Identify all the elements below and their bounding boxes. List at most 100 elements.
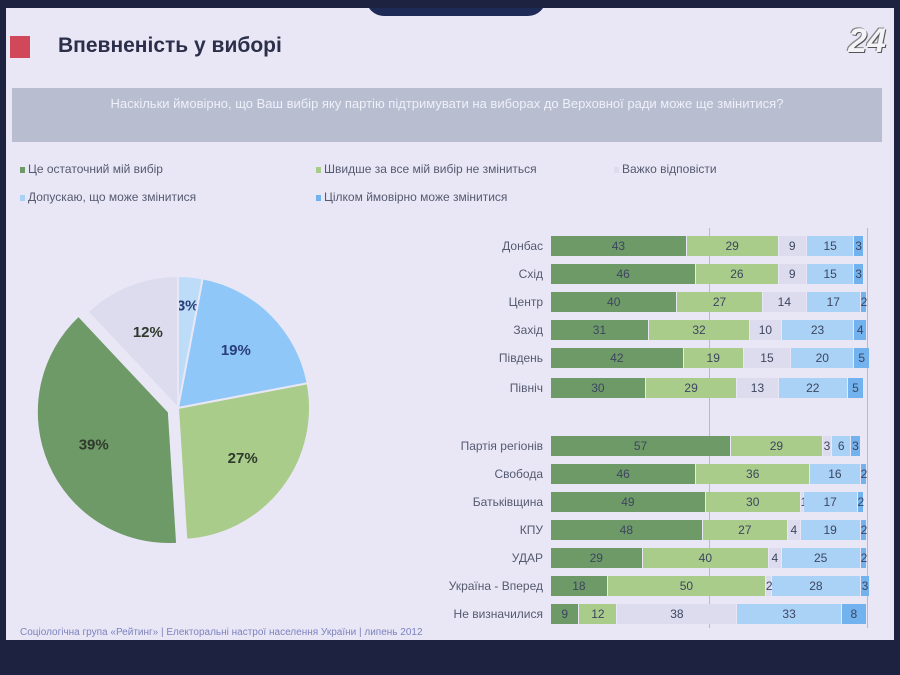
bar-segment: 40 [551,292,677,312]
bar-category-label: УДАР [511,551,543,565]
bar-segment: 9 [778,236,806,256]
bar-category-label: Південь [498,351,543,365]
bar-segment: 32 [648,320,750,340]
bar-category-label: Схід [518,267,543,281]
bar-segment: 48 [551,520,702,540]
legend-label: Швидше за все мій вибір не зміниться [324,162,537,176]
gridline [867,228,868,628]
bar-segment: 29 [731,436,822,456]
legend-label: Це остаточний мій вибір [28,162,163,176]
bar-segment: 42 [551,348,683,368]
bar-segment: 17 [803,492,857,512]
bar-category-label: Північ [509,381,543,395]
bar-segment: 9 [778,264,806,284]
slide-title: Впевненість у виборі [58,34,282,57]
bar-segment: 2 [860,520,867,540]
pie-slice [86,274,179,411]
bar-segment: 26 [696,264,778,284]
bar-segment: 5 [848,378,863,398]
bar-segment: 14 [762,292,806,312]
bar-segment: 2 [860,548,867,568]
bar-segment: 43 [551,236,686,256]
legend-item: Важко відповісти [614,162,717,176]
screen-notch [366,8,546,16]
bar-segment: 29 [551,548,642,568]
slide: Впевненість у виборі 2 4 Наскільки ймовір… [6,8,894,640]
bar-segment: 38 [617,604,737,624]
bar-segment: 12 [579,604,617,624]
bar-segment: 6 [832,436,851,456]
bar-category-label: Центр [508,295,543,309]
bar-segment: 4 [788,520,800,540]
bar-segment: 57 [551,436,731,456]
bar-segment: 10 [750,320,781,340]
pie-chart: 3% 19% 27% 39% 12% [35,274,311,545]
pie-slice [176,277,309,410]
bar-segment: 28 [772,576,860,596]
bar-segment: 50 [607,576,765,596]
gridline [709,228,710,628]
pie-slice [35,314,179,545]
bar-segment: 30 [551,378,645,398]
legend-swatch [20,166,25,173]
pie-slice-label: 39% [79,436,109,453]
bar-segment: 4 [769,548,781,568]
bar-category-label: КПУ [519,523,543,537]
bar-segment: 29 [645,378,737,398]
legend-swatch [316,194,321,201]
bar-segment: 16 [810,464,860,484]
bar-segment: 22 [778,378,848,398]
bar-segment: 27 [702,520,787,540]
bar-segment: 29 [686,236,778,256]
legend-item: Швидше за все мій вибір не зміниться [316,162,537,176]
bar-segment: 2 [860,464,867,484]
legend-item: Цілком ймовірно може змінитися [316,190,507,204]
bar-segment: 18 [551,576,607,596]
bar-category-label: Україна - Вперед [448,579,543,593]
bar-segment: 15 [806,264,854,284]
bar-segment: 4 [854,320,866,340]
bar-segment: 15 [743,348,791,368]
pie-slice-label: 12% [133,324,163,341]
bar-category-label: Захід [513,323,543,337]
bar-segment: 40 [642,548,769,568]
bar-segment: 19 [800,520,860,540]
bar-segment: 3 [851,436,860,456]
bar-segment: 25 [781,548,860,568]
footer-source: Соціологічна група «Рейтинг» | Електорал… [20,627,423,638]
bar-segment: 3 [854,264,863,284]
bar-category-label: Партія регіонів [460,439,543,453]
bar-segment: 2 [860,292,867,312]
bar-category-label: Свобода [494,467,543,481]
pie-slice-label: 3% [177,297,199,314]
legend-label: Цілком ймовірно може змінитися [324,190,508,204]
bar-category-label: Не визначилися [453,607,543,621]
legend-label: Важко відповісти [622,162,717,176]
legend-swatch [614,166,619,173]
legend-item: Це остаточний мій вибір [20,162,163,176]
legend-label: Допускаю, що може змінитися [28,190,197,204]
bar-segment: 9 [551,604,579,624]
bar-segment: 31 [551,320,648,340]
bar-category-label: Донбас [502,239,543,253]
legend-swatch [316,166,321,173]
bar-segment: 33 [737,604,841,624]
bar-segment: 19 [683,348,743,368]
bar-segment: 46 [551,264,696,284]
bar-segment: 49 [551,492,705,512]
pie-slice-label: 19% [221,342,251,359]
question-banner: Наскільки ймовірно, що Ваш вибір яку пар… [12,88,882,142]
bar-segment: 1 [800,492,807,512]
bar-segment: 20 [791,348,854,368]
bar-segment: 13 [737,378,778,398]
title-marker [10,36,30,58]
bar-segment: 36 [696,464,810,484]
bar-segment: 27 [677,292,762,312]
bar-segment: 46 [551,464,696,484]
bar-segment: 17 [806,292,860,312]
bar-segment: 23 [781,320,854,340]
bar-segment: 2 [857,492,864,512]
bar-category-label: Батьківщина [472,495,543,509]
bar-segment: 3 [860,576,870,596]
bar-segment: 5 [854,348,870,368]
